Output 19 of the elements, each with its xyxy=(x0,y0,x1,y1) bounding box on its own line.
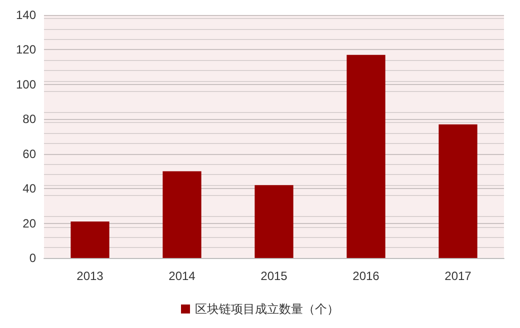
y-tick-label: 100 xyxy=(16,77,36,92)
y-tick-label: 60 xyxy=(22,146,36,161)
legend-label: 区块链项目成立数量（个） xyxy=(195,302,339,316)
y-tick-label: 120 xyxy=(16,42,36,57)
x-tick-label: 2014 xyxy=(168,269,196,283)
y-tick-label: 0 xyxy=(29,251,36,265)
bar xyxy=(254,185,294,258)
bar xyxy=(70,222,110,258)
x-tick-label: 2015 xyxy=(260,269,288,283)
x-tick-label: 2017 xyxy=(444,269,472,283)
bar xyxy=(346,54,386,258)
y-tick-label: 40 xyxy=(22,182,36,196)
y-tick-label: 140 xyxy=(16,8,36,22)
bar xyxy=(438,124,478,258)
x-tick-label: 2013 xyxy=(76,269,104,283)
x-tick-label: 2016 xyxy=(352,269,380,283)
y-tick-label: 20 xyxy=(22,216,36,230)
y-tick-label: 80 xyxy=(22,112,36,126)
bar xyxy=(162,171,202,258)
